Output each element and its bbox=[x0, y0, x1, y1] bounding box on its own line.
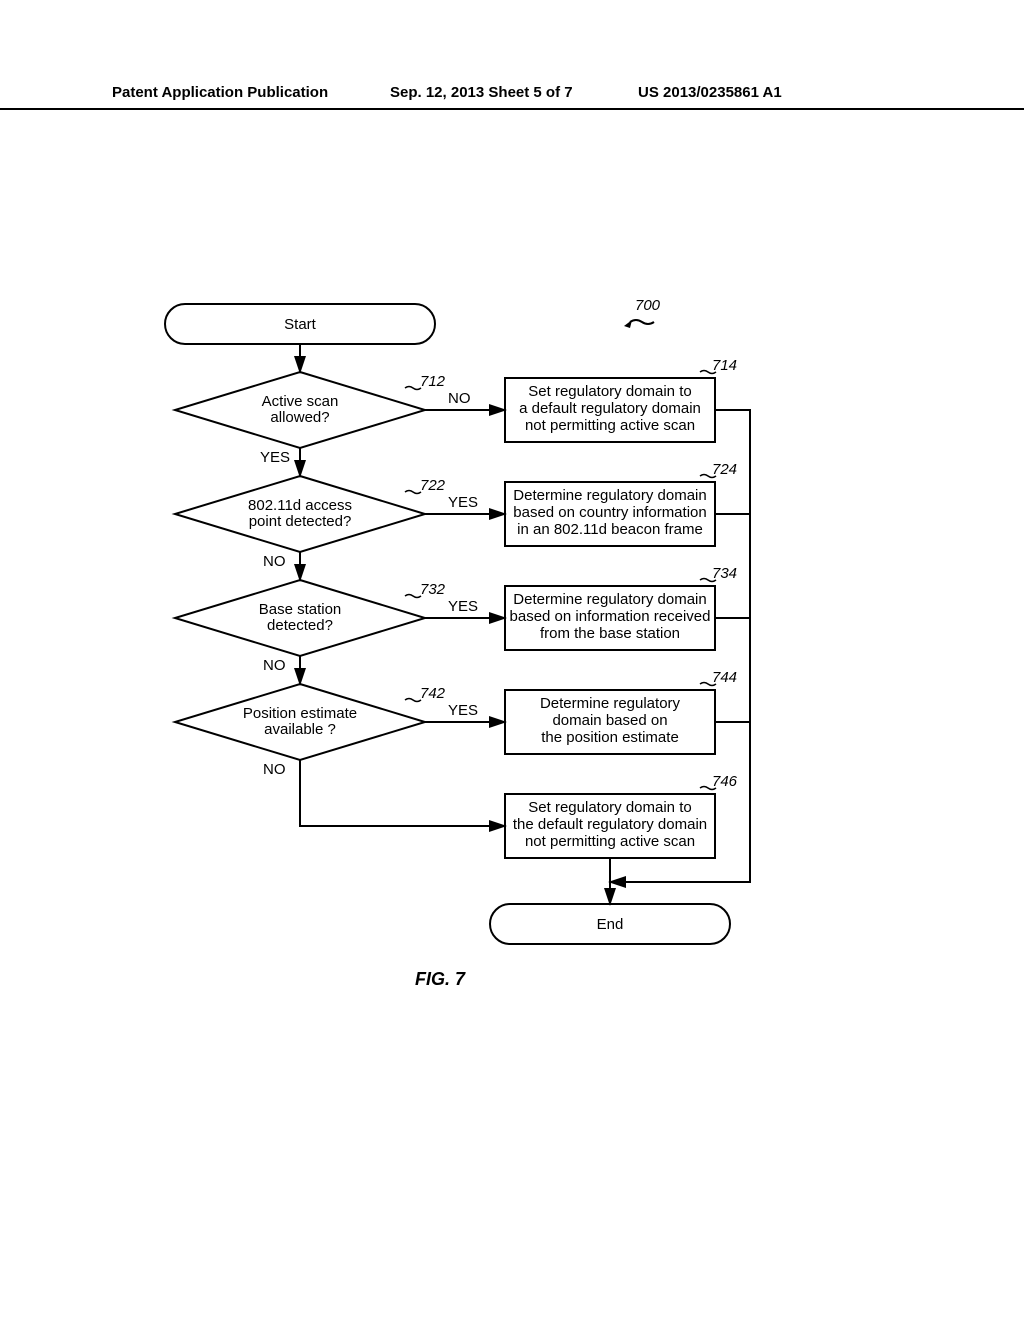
ref-700: 700 bbox=[635, 297, 661, 314]
flowchart-svg: 700 Start Active scan allowed? 712 NO YE… bbox=[0, 0, 1024, 1320]
ref-732: 732 bbox=[420, 581, 446, 598]
ref-744: 744 bbox=[712, 669, 737, 686]
ref-734: 734 bbox=[712, 565, 737, 582]
b744-line1: Determine regulatory bbox=[540, 695, 681, 712]
b746-line2: the default regulatory domain bbox=[513, 816, 707, 833]
d712-no: NO bbox=[448, 390, 471, 407]
node-start-label: Start bbox=[284, 316, 317, 333]
d722-line2: point detected? bbox=[249, 513, 352, 530]
ref-742: 742 bbox=[420, 685, 446, 702]
ref-714: 714 bbox=[712, 357, 737, 374]
b744-line2: domain based on bbox=[552, 712, 667, 729]
page: Patent Application Publication Sep. 12, … bbox=[0, 0, 1024, 1320]
b714-line2: a default regulatory domain bbox=[519, 400, 701, 417]
b734-line1: Determine regulatory domain bbox=[513, 591, 706, 608]
d742-no: NO bbox=[263, 761, 286, 778]
d732-line2: detected? bbox=[267, 617, 333, 634]
d722-line1: 802.11d access bbox=[248, 497, 352, 514]
d742-line2: available ? bbox=[264, 721, 336, 738]
d742-yes: YES bbox=[448, 702, 478, 719]
d732-yes: YES bbox=[448, 598, 478, 615]
ref-700-arrowhead bbox=[624, 320, 632, 328]
d742-line1: Position estimate bbox=[243, 705, 357, 722]
b724-line1: Determine regulatory domain bbox=[513, 487, 706, 504]
d712-line1: Active scan bbox=[262, 393, 339, 410]
ref-724: 724 bbox=[712, 461, 737, 478]
b746-line3: not permitting active scan bbox=[525, 833, 695, 850]
d712-line2: allowed? bbox=[270, 409, 329, 426]
figure-caption: FIG. 7 bbox=[415, 969, 466, 989]
d712-yes: YES bbox=[260, 449, 290, 466]
b724-line3: in an 802.11d beacon frame bbox=[517, 521, 703, 538]
ref-700-squiggle bbox=[630, 320, 654, 324]
b714-line3: not permitting active scan bbox=[525, 417, 695, 434]
b734-line3: from the base station bbox=[540, 625, 680, 642]
node-end-label: End bbox=[597, 916, 624, 933]
d722-no: NO bbox=[263, 553, 286, 570]
ref-722-squiggle bbox=[405, 491, 421, 494]
ref-712: 712 bbox=[420, 373, 446, 390]
ref-746: 746 bbox=[712, 773, 738, 790]
b734-line2: based on information received bbox=[510, 608, 711, 625]
ref-742-squiggle bbox=[405, 699, 421, 702]
ref-722: 722 bbox=[420, 477, 446, 494]
ref-712-squiggle bbox=[405, 387, 421, 390]
b746-line1: Set regulatory domain to bbox=[528, 799, 691, 816]
b714-line1: Set regulatory domain to bbox=[528, 383, 691, 400]
b724-line2: based on country information bbox=[513, 504, 706, 521]
edge-d742-b746 bbox=[300, 760, 505, 826]
b744-line3: the position estimate bbox=[541, 729, 679, 746]
d722-yes: YES bbox=[448, 494, 478, 511]
d732-no: NO bbox=[263, 657, 286, 674]
ref-732-squiggle bbox=[405, 595, 421, 598]
d732-line1: Base station bbox=[259, 601, 342, 618]
